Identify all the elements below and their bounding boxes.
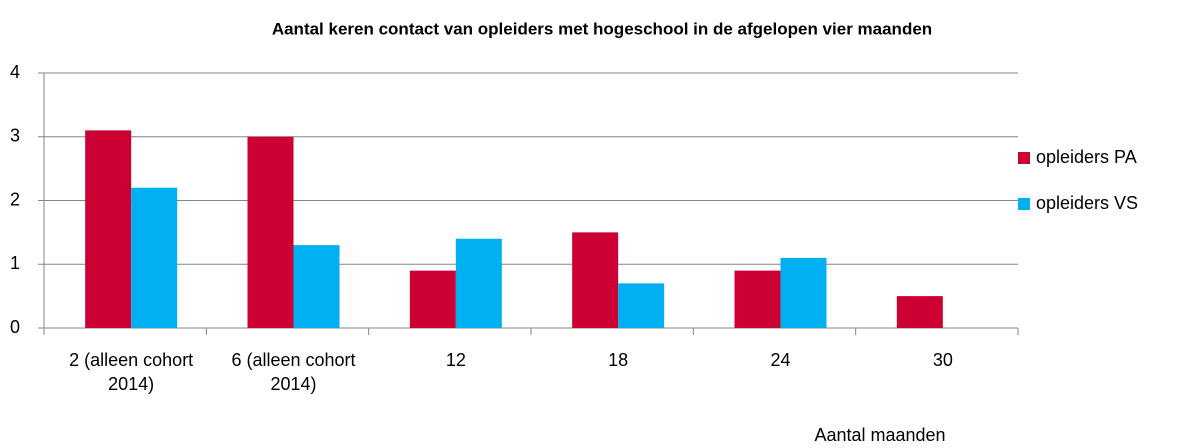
bar (780, 257, 827, 328)
y-tick-label: 0 (10, 317, 20, 337)
legend-swatch (1018, 198, 1030, 210)
legend-swatch (1018, 152, 1030, 164)
x-axis-label: Aantal maanden (814, 425, 945, 445)
bar (734, 270, 781, 328)
legend-label: opleiders PA (1036, 147, 1137, 167)
y-tick-label: 4 (10, 62, 20, 82)
y-tick-label: 2 (10, 189, 20, 209)
bar (455, 238, 502, 328)
bar (131, 187, 178, 328)
legend-label: opleiders VS (1036, 193, 1138, 213)
bar (572, 232, 619, 328)
x-tick-label: 18 (608, 350, 629, 370)
y-tick-label: 1 (10, 253, 20, 273)
x-tick-label: 2 (alleen cohort 2014) (69, 350, 194, 394)
x-tick-label: 24 (770, 350, 791, 370)
bar (85, 130, 132, 328)
bar (247, 136, 294, 328)
bar (896, 296, 943, 328)
bar (293, 245, 340, 328)
x-tick-label: 30 (932, 350, 953, 370)
bar (618, 283, 665, 328)
chart-title: Aantal keren contact van opleiders met h… (272, 19, 932, 38)
bar (409, 270, 456, 328)
y-tick-label: 3 (10, 126, 20, 146)
x-tick-label: 6 (alleen cohort 2014) (231, 350, 356, 394)
x-tick-label: 12 (445, 350, 466, 370)
